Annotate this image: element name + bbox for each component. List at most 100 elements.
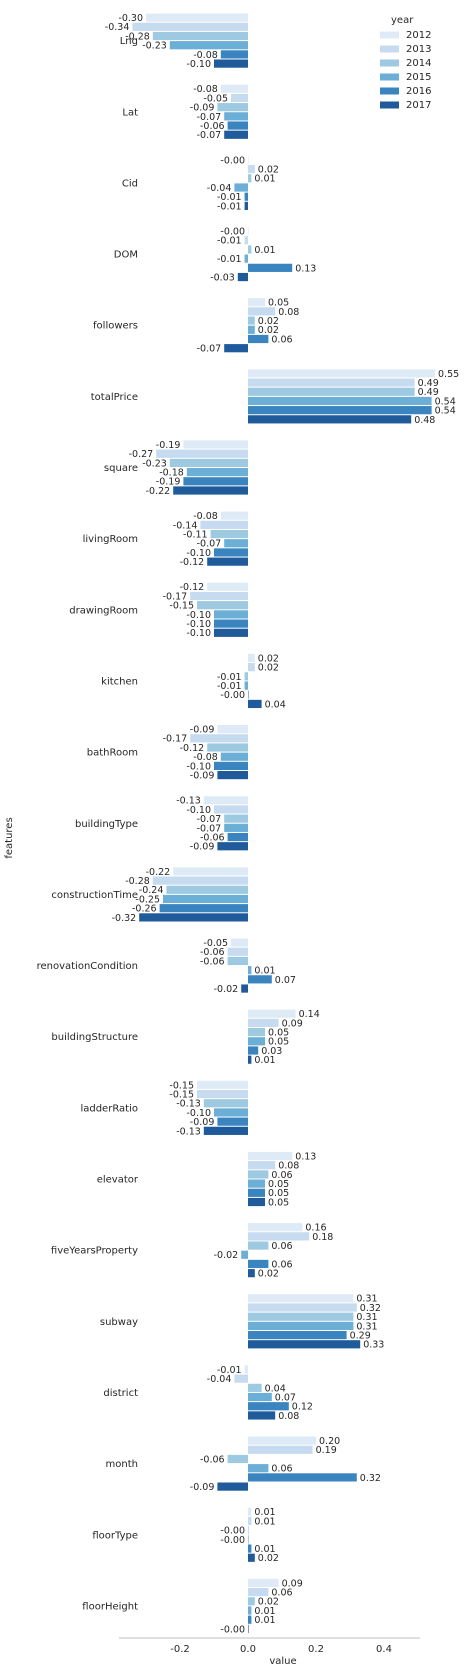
bar-value-label: 0.09	[282, 1018, 303, 1029]
bar-value-label: -0.09	[190, 1482, 215, 1493]
bar-value-label: -0.13	[176, 796, 201, 807]
bar	[248, 1507, 252, 1516]
bar	[248, 1606, 252, 1615]
bar-value-label: 0.05	[268, 1179, 289, 1190]
bar-value-label: 0.09	[282, 1578, 303, 1589]
bar-value-label: -0.17	[163, 591, 188, 602]
category-label: square	[104, 463, 138, 474]
x-tick-label: 0.4	[376, 1644, 392, 1655]
bar	[248, 690, 249, 699]
bar-value-label: 0.01	[254, 1615, 275, 1626]
legend: year 2012 2013 2014 2015 2016 2017	[380, 15, 431, 111]
legend-swatch	[380, 73, 399, 81]
bar	[217, 1482, 248, 1491]
legend-label: 2015	[406, 72, 431, 83]
bar-value-label: 0.07	[275, 975, 296, 986]
bar-value-label: -0.07	[197, 539, 222, 550]
bar	[207, 582, 248, 591]
x-axis-title: value	[269, 1656, 296, 1667]
bar-value-label: -0.01	[217, 672, 242, 683]
bar-value-label: -0.00	[220, 226, 245, 237]
bar	[248, 699, 262, 709]
bar-value-label: 0.08	[278, 307, 299, 318]
bar	[248, 966, 252, 975]
bar-value-label: -0.17	[163, 734, 188, 745]
bar-value-label: 0.14	[299, 1009, 320, 1020]
legend-swatch	[380, 101, 399, 109]
bar-value-label: 0.01	[254, 1606, 275, 1617]
bar	[227, 832, 248, 842]
bar-value-label: 0.32	[360, 1473, 381, 1484]
bar-value-label: 0.02	[258, 325, 279, 336]
bar	[248, 663, 255, 672]
bar	[224, 112, 248, 121]
bar	[244, 1365, 248, 1374]
bar-value-label: -0.10	[186, 548, 211, 559]
bar	[248, 1473, 357, 1482]
category-label: followers	[93, 321, 138, 332]
bar-value-label: -0.08	[193, 511, 218, 522]
bar	[190, 591, 248, 601]
bar	[214, 628, 248, 637]
bar-value-label: -0.32	[112, 913, 137, 924]
bar	[248, 1170, 269, 1179]
bar	[248, 1232, 310, 1241]
bar	[248, 387, 415, 396]
bar-value-label: 0.02	[258, 316, 279, 327]
bar-value-label: -0.00	[220, 1526, 245, 1537]
bar-value-label: -0.09	[190, 842, 215, 853]
category-label: Lng	[120, 36, 138, 47]
bar	[248, 1018, 279, 1027]
bar-value-label: -0.08	[193, 50, 218, 61]
category-label: DOM	[114, 250, 138, 261]
bar	[248, 307, 276, 316]
bar	[237, 272, 248, 282]
bar-value-label: 0.06	[271, 334, 292, 345]
y-axis-title: features	[4, 817, 15, 858]
bar	[217, 842, 248, 851]
bar	[197, 1080, 248, 1089]
bar	[227, 1454, 248, 1464]
bar	[197, 1089, 248, 1099]
bar	[163, 894, 248, 904]
bar-value-label: 0.02	[258, 1597, 279, 1608]
bar	[234, 183, 248, 192]
bar	[248, 1464, 269, 1473]
bar-value-label: 0.01	[254, 966, 275, 977]
bar	[248, 1578, 279, 1587]
bar	[173, 486, 248, 495]
bar	[234, 1374, 248, 1383]
category-label: subway	[100, 1317, 138, 1328]
bar-value-label: 0.32	[360, 1303, 381, 1314]
bar	[248, 165, 255, 174]
bar-value-label: -0.04	[207, 183, 232, 194]
bar	[214, 610, 248, 619]
legend-title: year	[391, 15, 414, 26]
bar	[248, 653, 255, 663]
category-label: bathRoom	[87, 748, 138, 759]
bar	[248, 1597, 255, 1606]
legend-label: 2017	[406, 100, 431, 111]
bar	[248, 334, 269, 344]
bar	[248, 1188, 265, 1197]
bar	[248, 1197, 265, 1207]
bar-value-label: 0.07	[275, 1392, 296, 1403]
bar-value-label: -0.19	[156, 440, 181, 451]
legend-swatch	[380, 45, 399, 53]
bar	[244, 201, 248, 210]
legend-label: 2013	[406, 44, 431, 55]
bar	[248, 378, 415, 387]
bar	[190, 734, 248, 743]
bar	[152, 31, 248, 41]
category-label: month	[106, 1459, 138, 1470]
bar	[203, 1099, 248, 1108]
bar-value-label: -0.05	[203, 938, 228, 949]
bar	[248, 1588, 269, 1597]
bar-value-label: 0.04	[265, 699, 286, 710]
bar-value-label: 0.01	[254, 1544, 275, 1555]
bar	[214, 805, 248, 814]
bar-value-label: 0.02	[258, 653, 279, 664]
bar-value-label: 0.06	[271, 1241, 292, 1252]
category-label: buildingType	[75, 819, 138, 830]
